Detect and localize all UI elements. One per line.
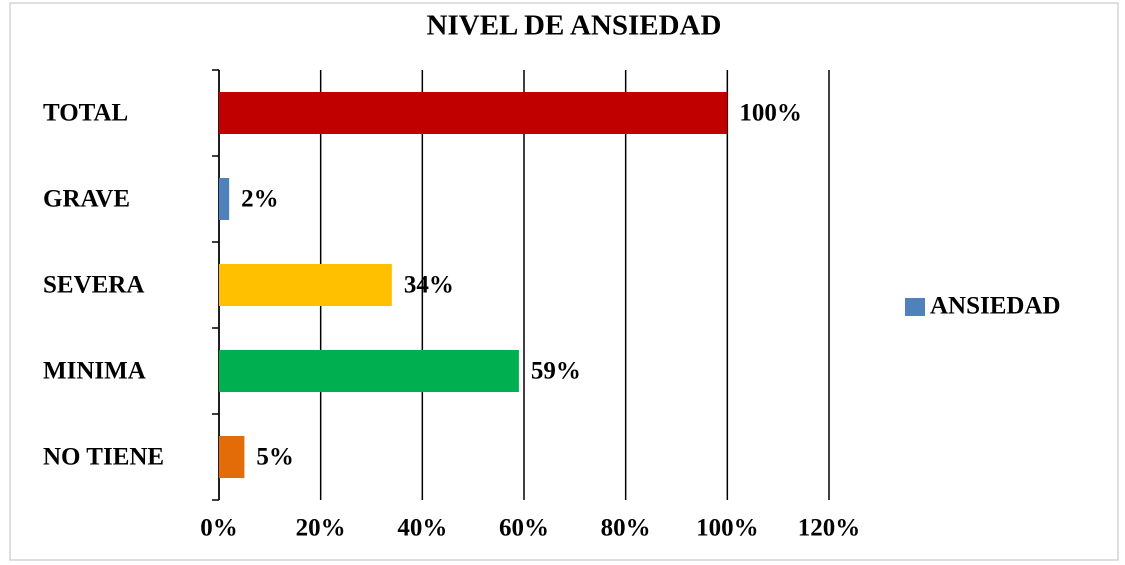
bar [219, 264, 392, 306]
legend-label: ANSIEDAD [930, 293, 1061, 320]
x-tick-label: 20% [296, 515, 346, 542]
data-label: 59% [531, 358, 581, 385]
y-tick-label: NO TIENE [43, 444, 164, 471]
y-tick-label: GRAVE [43, 186, 130, 213]
y-tick-label: TOTAL [43, 100, 128, 127]
x-tick-label: 0% [200, 515, 238, 542]
y-tick-label: SEVERA [43, 272, 144, 299]
legend-swatch [905, 298, 925, 316]
x-tick-label: 100% [696, 515, 759, 542]
x-tick-label: 40% [397, 515, 447, 542]
x-tick-label: 80% [601, 515, 651, 542]
data-label: 2% [241, 186, 279, 213]
chart-title: NIVEL DE ANSIEDAD [427, 10, 722, 42]
x-tick-label: 60% [499, 515, 549, 542]
bar [219, 350, 519, 392]
y-tick-label: MINIMA [43, 358, 146, 385]
x-tick-label: 120% [798, 515, 861, 542]
data-label: 34% [404, 272, 454, 299]
chart-frame [9, 2, 1119, 561]
bar [219, 436, 245, 478]
bar [219, 92, 728, 134]
bar [219, 178, 230, 220]
data-label: 5% [256, 444, 294, 471]
data-label: 100% [739, 100, 802, 127]
